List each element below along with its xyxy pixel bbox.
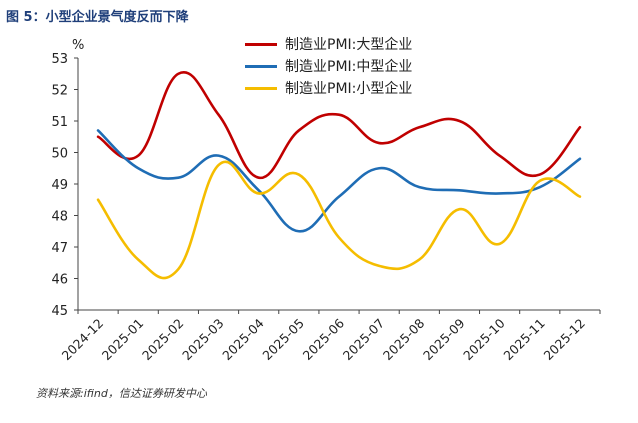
y-tick-label: 47 [51, 241, 68, 256]
x-tick-label: 2025-01 [99, 316, 147, 364]
y-tick-label: 53 [51, 52, 68, 67]
x-tick-label: 2025-03 [179, 316, 227, 364]
y-tick-label: 49 [51, 178, 68, 193]
series-lines [96, 71, 582, 280]
legend-swatch-medium [245, 64, 277, 68]
legend-item-medium: 制造业PMI:中型企业 [245, 55, 412, 77]
y-axis-unit-label: % [72, 38, 84, 53]
source-note: 资料来源:ifind，信达证券研发中心 [36, 387, 207, 400]
y-tick-label: 48 [51, 210, 68, 225]
x-tick-label: 2025-05 [259, 316, 307, 364]
legend-label-small: 制造业PMI:小型企业 [285, 81, 413, 97]
y-tick-label: 46 [51, 273, 68, 288]
x-tick-label: 2025-07 [340, 316, 388, 364]
y-tick-label: 52 [51, 84, 68, 99]
series-line-large [96, 71, 582, 180]
legend-label-large: 制造业PMI:大型企业 [285, 37, 413, 53]
x-tick-label: 2025-10 [460, 315, 508, 363]
figure-title: 图 5：小型企业景气度反而下降 [6, 10, 189, 25]
legend-item-small: 制造业PMI:小型企业 [245, 77, 412, 99]
x-tick-label: 2025-06 [300, 315, 348, 363]
x-tick-label: 2025-12 [541, 316, 589, 364]
series-line-small [96, 160, 582, 280]
x-tick-label: 2025-02 [139, 316, 187, 364]
chart-legend: 制造业PMI:大型企业 制造业PMI:中型企业 制造业PMI:小型企业 [245, 33, 412, 99]
legend-label-medium: 制造业PMI:中型企业 [285, 59, 413, 75]
legend-swatch-small [245, 86, 277, 90]
series-line-medium [96, 129, 582, 233]
legend-swatch-large [245, 42, 277, 46]
x-tick-label: 2025-08 [380, 315, 428, 363]
x-tick-label: 2025-11 [500, 316, 548, 364]
y-tick-label: 50 [51, 147, 68, 162]
legend-item-large: 制造业PMI:大型企业 [245, 33, 412, 55]
x-tick-label: 2025-09 [420, 315, 468, 363]
y-tick-label: 51 [51, 115, 68, 130]
x-tick-label: 2024-12 [59, 316, 107, 364]
x-tick-label: 2025-04 [219, 315, 267, 363]
y-tick-label: 45 [51, 304, 68, 319]
